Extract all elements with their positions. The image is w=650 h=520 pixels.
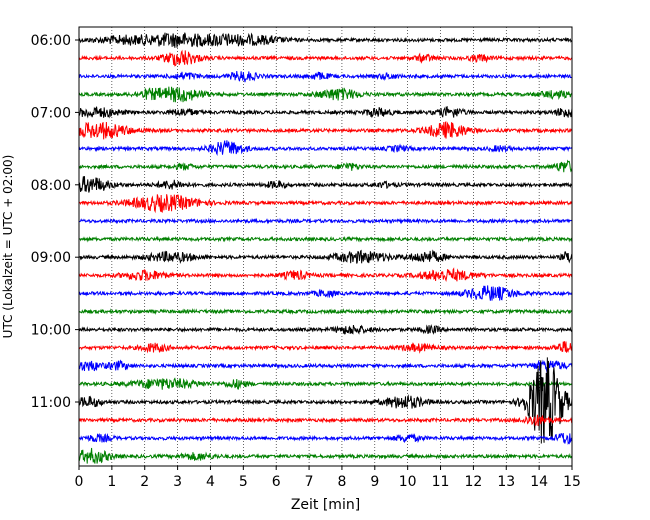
x-tick-label: 11 xyxy=(432,474,450,490)
plot-frame xyxy=(78,26,573,467)
y-tick-label: 11:00 xyxy=(31,395,71,411)
trace-1015 xyxy=(78,341,573,354)
x-tick-label: 9 xyxy=(370,474,379,490)
x-tick-label: 5 xyxy=(239,474,248,490)
trace-1045 xyxy=(78,377,573,390)
x-tick-label: 7 xyxy=(305,474,314,490)
traces xyxy=(78,32,573,464)
trace-0830 xyxy=(78,217,573,225)
x-tick-label: 0 xyxy=(75,474,84,490)
trace-0945 xyxy=(78,307,573,316)
grid-lines xyxy=(111,27,540,466)
trace-0730 xyxy=(78,140,573,157)
x-tick-label: 10 xyxy=(399,474,417,490)
y-tick-label: 10:00 xyxy=(31,323,71,339)
x-tick-label: 3 xyxy=(173,474,182,490)
x-tick-label: 4 xyxy=(206,474,215,490)
y-axis-label: UTC (Lokalzeit = UTC + 02:00) xyxy=(1,155,15,339)
x-tick-label: 8 xyxy=(337,474,346,490)
x-tick-label: 12 xyxy=(464,474,482,490)
y-tick-label: 06:00 xyxy=(31,33,71,49)
trace-0645 xyxy=(78,86,573,103)
trace-0600 xyxy=(78,32,573,48)
trace-0800 xyxy=(78,176,573,193)
trace-0745 xyxy=(78,159,573,173)
trace-0900 xyxy=(78,249,573,265)
trace-0915 xyxy=(78,267,573,282)
y-tick-label: 09:00 xyxy=(31,250,71,266)
trace-1100 xyxy=(78,357,573,444)
trace-0615 xyxy=(78,49,573,67)
trace-0845 xyxy=(78,235,573,243)
x-tick-label: 14 xyxy=(530,474,548,490)
x-axis-ticks: 0 1 2 3 4 5 6 7 8 9 10 11 12 13 14 15 xyxy=(75,466,581,490)
x-tick-label: 13 xyxy=(497,474,515,490)
trace-0815 xyxy=(78,194,573,214)
trace-1145 xyxy=(78,447,573,464)
trace-0700 xyxy=(78,105,573,119)
y-axis-ticks: 06:00 07:00 08:00 09:00 10:00 11:00 xyxy=(31,33,79,411)
trace-1115 xyxy=(78,414,573,426)
y-tick-label: 07:00 xyxy=(31,105,71,121)
x-tick-label: 6 xyxy=(272,474,281,490)
x-tick-label: 1 xyxy=(107,474,116,490)
x-axis-label: Zeit [min] xyxy=(291,497,360,513)
x-tick-label: 15 xyxy=(563,474,581,490)
trace-1130 xyxy=(78,432,573,445)
x-tick-label: 2 xyxy=(140,474,149,490)
y-tick-label: 08:00 xyxy=(31,178,71,194)
trace-1030 xyxy=(78,359,573,374)
trace-1000 xyxy=(78,324,573,335)
trace-0630 xyxy=(78,71,573,83)
trace-0715 xyxy=(78,121,573,140)
trace-0930 xyxy=(78,285,573,301)
